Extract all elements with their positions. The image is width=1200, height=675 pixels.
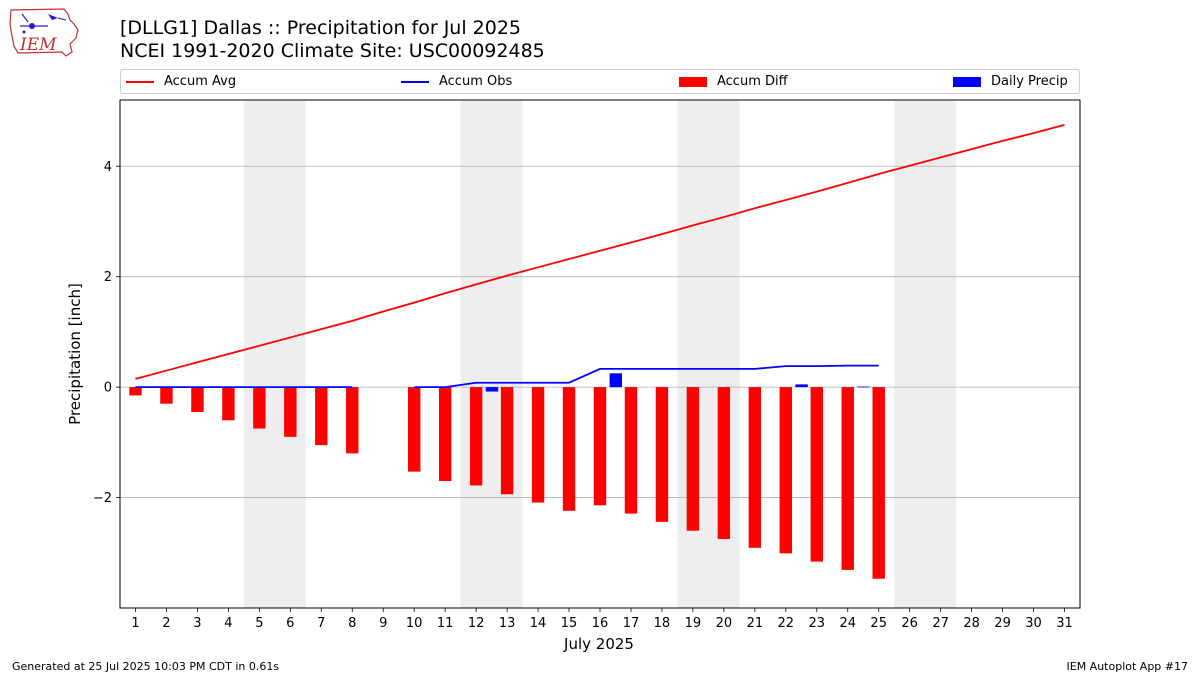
x-tick-label: 4	[224, 616, 232, 631]
x-tick-label: 12	[468, 616, 485, 631]
series-lines	[135, 123, 1065, 389]
x-tick-label: 2	[162, 616, 170, 631]
daily-precip-bar	[485, 387, 499, 392]
iem-logo: IEM	[8, 6, 80, 58]
accum-diff-bar	[624, 387, 638, 514]
legend-label-accum-obs: Accum Obs	[439, 74, 513, 89]
accum-diff-bar	[593, 387, 607, 506]
accum-diff-bar	[531, 387, 545, 503]
y-tick-label: −2	[93, 491, 112, 506]
accum-diff-bar	[129, 387, 142, 396]
x-tick-label: 9	[379, 616, 387, 631]
x-tick-label: 28	[963, 616, 980, 631]
x-tick-label: 16	[592, 616, 609, 631]
chart-legend: Accum Avg Accum Obs Accum Diff Daily Pre…	[120, 69, 1080, 94]
x-tick-label: 13	[499, 616, 516, 631]
accum-diff-bar	[841, 387, 854, 570]
bars	[129, 373, 885, 579]
accum-diff-bar	[346, 387, 359, 454]
x-tick-label: 20	[716, 616, 733, 631]
x-tick-label: 30	[1025, 616, 1042, 631]
legend-swatch-accum-avg	[126, 80, 154, 83]
x-tick-label: 3	[193, 616, 201, 631]
accum-diff-bar	[872, 387, 885, 579]
x-tick-label: 7	[317, 616, 325, 631]
accum-diff-bar	[438, 387, 452, 481]
x-tick-label: 6	[286, 616, 294, 631]
x-tick-label: 21	[747, 616, 764, 631]
accum-avg-line	[135, 123, 1065, 380]
legend-label-accum-diff: Accum Diff	[717, 74, 788, 89]
x-tick-label: 19	[685, 616, 702, 631]
x-tick-label: 18	[654, 616, 671, 631]
weekend-band	[460, 100, 523, 608]
accum-diff-bar	[686, 387, 700, 531]
daily-precip-bar	[857, 386, 870, 388]
legend-item-accum-avg: Accum Avg	[126, 70, 236, 93]
accum-diff-bar	[160, 387, 173, 404]
chart-title: [DLLG1] Dallas :: Precipitation for Jul …	[120, 17, 522, 39]
accum-obs-line	[414, 364, 879, 389]
legend-item-accum-obs: Accum Obs	[401, 70, 512, 93]
autoplot-app-label: IEM Autoplot App #17	[1066, 660, 1189, 673]
y-tick-label: 4	[104, 160, 112, 175]
accum-diff-bar	[469, 387, 483, 486]
x-tick-label: 10	[406, 616, 423, 631]
x-tick-label: 15	[561, 616, 578, 631]
generated-timestamp: Generated at 25 Jul 2025 10:03 PM CDT in…	[12, 660, 280, 673]
accum-diff-bar	[253, 387, 266, 429]
legend-swatch-accum-obs	[401, 80, 429, 83]
x-tick-label: 27	[932, 616, 949, 631]
legend-swatch-accum-diff	[679, 76, 707, 87]
accum-diff-bar	[562, 387, 576, 511]
x-tick-label: 11	[437, 616, 454, 631]
y-axis-ticks: 4 2 0 −2	[93, 160, 120, 506]
accum-diff-bar	[810, 387, 823, 562]
chart-subtitle: NCEI 1991-2020 Climate Site: USC00092485	[120, 40, 545, 62]
accum-diff-bar	[500, 387, 514, 495]
weekend-band	[243, 100, 306, 608]
accum-diff-bar	[315, 387, 328, 446]
x-tick-label: 1	[131, 616, 139, 631]
x-tick-label: 8	[348, 616, 356, 631]
x-tick-label: 31	[1056, 616, 1073, 631]
legend-label-accum-avg: Accum Avg	[164, 74, 237, 89]
y-tick-label: 0	[104, 381, 112, 396]
accum-diff-bar	[717, 387, 731, 539]
x-tick-label: 14	[530, 616, 547, 631]
x-axis-label: July 2025	[563, 635, 634, 653]
accum-diff-bar	[191, 387, 204, 412]
accum-diff-bar	[222, 387, 235, 421]
x-tick-label: 25	[870, 616, 887, 631]
accum-diff-bar	[748, 387, 762, 548]
legend-swatch-daily-precip	[953, 76, 981, 87]
x-tick-label: 22	[778, 616, 795, 631]
daily-precip-bar	[795, 384, 808, 388]
accum-diff-bar	[284, 387, 297, 437]
daily-precip-bar	[609, 373, 622, 388]
x-tick-label: 29	[994, 616, 1011, 631]
x-tick-label: 24	[839, 616, 856, 631]
weekend-shading	[243, 100, 957, 608]
x-tick-label: 26	[901, 616, 918, 631]
x-tick-label: 23	[809, 616, 826, 631]
accum-diff-bar	[779, 387, 793, 554]
accum-diff-bar	[655, 387, 669, 522]
x-tick-label: 5	[255, 616, 263, 631]
legend-label-daily-precip: Daily Precip	[991, 74, 1068, 89]
y-tick-label: 2	[104, 270, 112, 285]
legend-item-daily-precip: Daily Precip	[953, 70, 1068, 93]
x-tick-label: 17	[623, 616, 640, 631]
y-axis-label: Precipitation [inch]	[66, 283, 84, 425]
x-axis-ticks: 1 2 3 4 5 6 7 8 9 10 11 12 13 14 15 16 17 18 19 20 21 22 23 24 2…	[131, 608, 1073, 631]
legend-item-accum-diff: Accum Diff	[679, 70, 788, 93]
weekend-band	[894, 100, 957, 608]
iem-logo-text: IEM	[19, 35, 57, 55]
iem-logo-graphic: IEM	[9, 8, 79, 57]
accum-diff-bar	[407, 387, 421, 472]
